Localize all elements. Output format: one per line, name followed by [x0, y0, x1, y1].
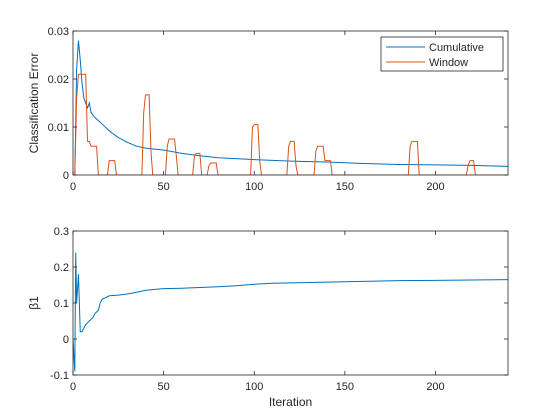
y-tick-label: -0.1 — [50, 370, 69, 382]
top-axes-box — [72, 30, 509, 176]
x-tick-label: 0 — [70, 181, 76, 193]
top-y-axis-label: Classification Error — [27, 53, 41, 154]
y-tick-label: 0.03 — [48, 26, 69, 38]
series-cumulative-line — [74, 40, 508, 175]
legend-cumulative-label: Cumulative — [429, 42, 484, 54]
y-tick-label: 0.02 — [48, 74, 69, 86]
y-tick-label: 0 — [63, 170, 69, 182]
legend: Cumulative Window — [380, 36, 504, 72]
top-plot-series — [73, 40, 508, 175]
series-window-line — [73, 73, 508, 175]
y-tick-label: 0 — [63, 334, 69, 346]
y-tick-label: 0.1 — [54, 298, 69, 310]
x-tick-label: 200 — [426, 181, 444, 193]
legend-box — [380, 36, 504, 72]
x-tick-label: 150 — [336, 381, 354, 393]
x-tick-label: 50 — [158, 181, 170, 193]
x-tick-label: 150 — [336, 181, 354, 193]
bottom-x-axis-label: Iteration — [269, 395, 312, 409]
y-tick-label: 0.2 — [54, 262, 69, 274]
legend-window-label: Window — [429, 57, 468, 69]
bottom-axes: 0 50 100 150 200-0.100.10.20.3 β1 Iteration — [27, 226, 509, 409]
bottom-y-axis-label: β1 — [27, 296, 41, 310]
x-tick-label: 50 — [158, 381, 170, 393]
y-tick-label: 0.01 — [48, 122, 69, 134]
bottom-axes-ticks: 0 50 100 150 200-0.100.10.20.3 — [50, 226, 508, 393]
top-axes-ticks: 0 50 100 150 200 0 0.01 0.02 0.03 — [48, 26, 508, 193]
x-tick-label: 100 — [245, 381, 263, 393]
x-tick-label: 100 — [245, 181, 263, 193]
top-axes: 0 50 100 150 200 0 0.01 0.02 0.03 Classification… — [27, 26, 509, 193]
x-tick-label: 0 — [70, 381, 76, 393]
series-line — [73, 252, 508, 372]
bottom-plot-series — [73, 252, 508, 372]
x-tick-label: 200 — [426, 381, 444, 393]
y-tick-label: 0.3 — [54, 226, 69, 238]
